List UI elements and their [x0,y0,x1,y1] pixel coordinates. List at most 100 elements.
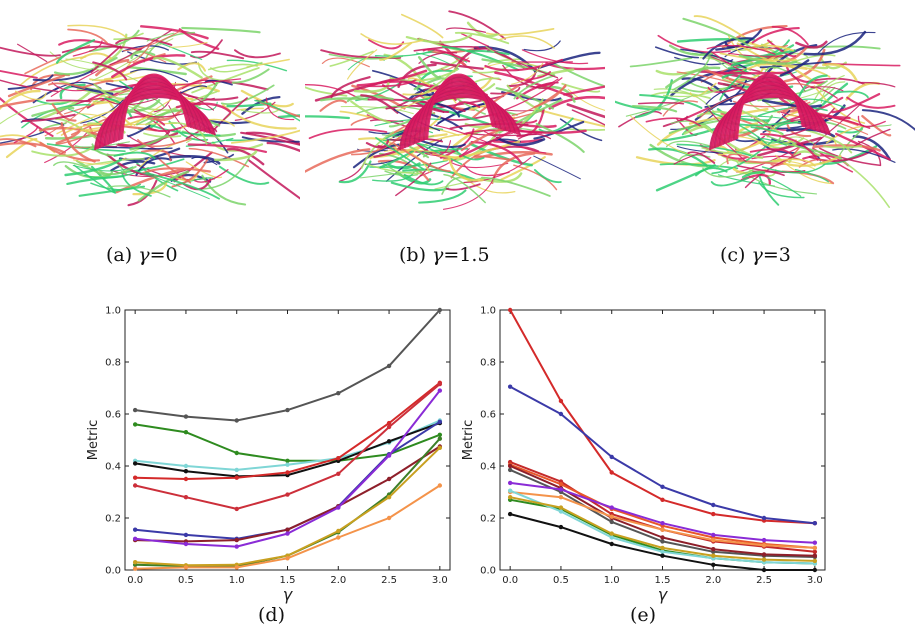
fiber-strand [731,61,767,65]
x-tick-label: 1.5 [655,575,671,586]
x-tick-label: 2.5 [756,575,772,586]
fiber-strand [130,50,156,60]
fiber-strand [92,61,128,81]
data-point [132,475,138,480]
data-point [285,462,290,467]
data-point [660,539,665,544]
fiber-strand [719,52,797,62]
fiber-strand [548,95,605,110]
data-point [437,483,443,488]
fiber-strand [715,159,740,170]
fiber-strand [397,63,437,89]
fiber-strand [533,84,567,109]
fiber-strand [67,24,128,39]
fiber-strand [92,52,144,81]
fiber-strand [736,165,806,174]
data-point [336,391,341,396]
data-point [558,509,564,514]
fiber-strand [364,162,423,175]
data-point [660,521,665,526]
data-point [761,543,767,548]
fiber-strand [124,99,161,114]
fiber-strand [516,108,545,138]
data-point [285,531,290,536]
data-point [558,487,564,492]
fiber-strand [861,109,915,131]
x-axis-label: γ [283,585,294,604]
fiber-strand [659,163,739,170]
data-point [132,560,138,565]
fiber-strand [702,124,764,159]
fiber-strand [645,117,703,129]
chart-d-caption: (d) [258,604,285,626]
fiber-strand [181,79,218,90]
fiber-strand [441,176,466,195]
arcuate-bundle-strand [736,73,804,140]
fiber-strand [637,101,685,105]
data-point [386,495,392,500]
data-point [660,553,665,558]
fiber-strand [127,179,158,207]
data-point [660,527,665,532]
fiber-strand [143,132,182,138]
fiber-strand [179,91,239,101]
fiber-strand [470,141,523,164]
fiber-strand [188,147,249,168]
data-point [660,535,665,540]
fiber-strand [185,161,223,179]
fiber-strand [751,27,800,44]
fiber-strand [665,66,721,89]
fiber-strand [110,160,156,172]
data-point [183,414,189,419]
fiber-strand [741,171,766,179]
fiber-strand [152,56,203,79]
fiber-strand [423,63,460,94]
fiber-strand [522,71,552,82]
fiber-strand [668,44,714,56]
data-point [285,527,290,532]
fiber-strand [0,138,37,148]
fiber-strand [803,30,867,56]
data-point [183,476,189,482]
fiber-strand [834,90,869,99]
fiber-strand [484,58,564,72]
fiber-strand [767,176,802,197]
chart-e-caption: (e) [630,604,657,626]
fiber-strand [460,32,490,47]
fiber-strand [305,86,348,97]
fiber-strand [481,176,551,197]
fiber-strand [533,120,585,140]
fiber-strand [88,29,140,53]
fiber-strand [465,132,537,137]
fiber-strand [61,45,142,54]
panel-a-caption: (a) γ=0 [106,244,178,266]
fiber-strand [701,147,742,155]
fiber-strand [654,46,700,59]
fiber-strand [218,165,270,185]
data-point [609,454,614,460]
data-point [234,467,239,473]
data-point [183,495,189,500]
fiber-strand [305,84,361,100]
fiber-strand [618,110,662,128]
fiber-strand [53,56,118,76]
fiber-strand [254,99,300,122]
y-tick-label: 0.0 [480,566,496,577]
fiber-strand [380,161,405,178]
data-point [507,467,513,473]
fiber-strand [44,98,95,137]
fiber-strand [405,34,473,44]
fiber-strand [148,123,221,137]
fiber-strand [65,58,141,83]
fiber-strand [365,139,390,149]
fiber-strand [353,82,390,93]
data-point [609,470,614,475]
data-point [507,495,513,500]
x-tick-label: 2.0 [705,575,721,586]
fiber-strand [213,150,258,162]
fiber-strand [758,181,805,199]
fiber-strand [347,49,378,80]
fiber-strand [247,158,300,200]
fiber-strand [447,155,484,182]
fiber-bundle-group [615,15,915,208]
